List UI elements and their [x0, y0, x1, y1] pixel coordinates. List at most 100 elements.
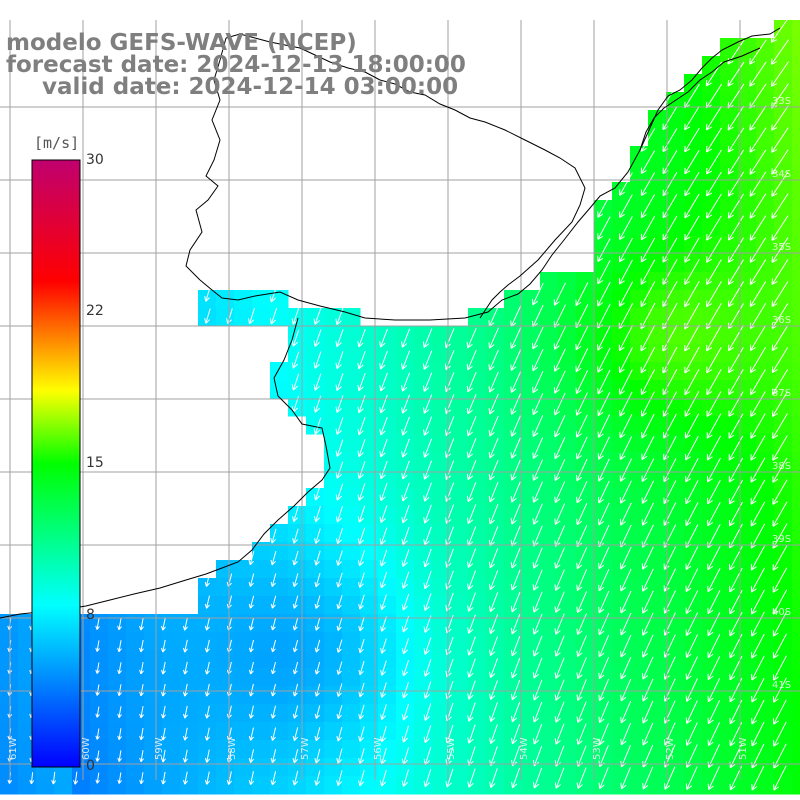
- field-cell: [612, 506, 631, 525]
- field-cell: [468, 740, 487, 759]
- wind-arrow: [270, 573, 277, 587]
- field-cell: [702, 128, 721, 147]
- field-cell: [234, 686, 253, 705]
- field-cell: [342, 668, 361, 687]
- wind-arrow: [554, 635, 565, 657]
- lon-label: 53W: [592, 737, 603, 760]
- field-cell: [522, 578, 541, 597]
- field-cell: [270, 758, 289, 777]
- wind-arrow: [576, 458, 588, 482]
- wind-arrow: [379, 769, 387, 787]
- wind-arrow: [248, 705, 254, 719]
- field-cell: [594, 200, 613, 219]
- wind-arrow: [292, 770, 299, 786]
- field-cell: [288, 344, 307, 363]
- field-cell: [594, 236, 613, 255]
- field-cell: [378, 506, 397, 525]
- field-cell: [666, 506, 685, 525]
- field-cell: [486, 560, 505, 579]
- field-cell: [108, 758, 127, 777]
- wind-arrow: [423, 416, 433, 436]
- field-cell: [774, 362, 793, 381]
- wind-arrow: [292, 727, 299, 741]
- field-cell: [198, 632, 217, 651]
- wind-arrow: [510, 657, 521, 679]
- wind-arrow: [750, 479, 766, 505]
- field-cell: [540, 632, 559, 651]
- field-cell: [774, 182, 793, 201]
- field-cell: [612, 686, 631, 705]
- field-cell: [756, 776, 775, 795]
- field-cell: [216, 578, 235, 597]
- field-cell: [648, 218, 667, 237]
- wind-arrow: [773, 721, 787, 747]
- wind-arrow: [771, 237, 789, 263]
- field-cell: [630, 722, 649, 741]
- field-cell: [684, 776, 703, 795]
- field-cell: [612, 344, 631, 363]
- lon-label: 61W: [8, 737, 19, 760]
- wind-arrow: [532, 657, 543, 679]
- wind-arrow: [640, 172, 656, 196]
- field-cell: [504, 344, 523, 363]
- wind-arrow: [684, 193, 700, 219]
- wind-arrow: [554, 547, 565, 569]
- wind-arrow: [707, 678, 721, 703]
- field-cell: [576, 740, 595, 759]
- field-cell: [144, 686, 163, 705]
- wind-arrow: [685, 722, 698, 746]
- field-cell: [270, 650, 289, 669]
- wind-arrow: [313, 351, 322, 369]
- wind-arrow: [750, 589, 765, 615]
- wind-arrow: [554, 503, 566, 525]
- field-cell: [774, 704, 793, 723]
- wind-arrow: [554, 481, 566, 503]
- wind-arrow: [532, 459, 544, 481]
- wind-arrow: [335, 439, 344, 457]
- field-cell: [324, 578, 343, 597]
- field-cell: [774, 272, 793, 291]
- wind-arrow: [488, 371, 499, 393]
- wind-arrow: [314, 705, 321, 719]
- field-cell: [450, 416, 469, 435]
- field-cell: [738, 524, 757, 543]
- field-cell: [630, 380, 649, 399]
- field-cell: [234, 632, 253, 651]
- field-cell: [630, 272, 649, 291]
- field-cell: [792, 92, 800, 111]
- wind-arrow: [684, 391, 700, 417]
- field-cell: [306, 398, 325, 417]
- wind-arrow: [269, 285, 278, 303]
- wind-arrow: [335, 307, 344, 326]
- field-cell: [666, 686, 685, 705]
- field-cell: [648, 254, 667, 273]
- field-cell: [126, 758, 145, 777]
- field-cell: [126, 668, 145, 687]
- wind-arrow: [423, 681, 432, 699]
- field-cell: [468, 344, 487, 363]
- field-cell: [432, 722, 451, 741]
- field-cell: [270, 560, 289, 579]
- wind-arrow: [707, 700, 721, 725]
- field-cell: [522, 308, 541, 327]
- field-cell: [576, 704, 595, 723]
- field-cell: [522, 632, 541, 651]
- field-cell: [198, 650, 217, 669]
- field-cell: [396, 722, 415, 741]
- wind-arrow: [553, 326, 566, 350]
- field-cell: [432, 524, 451, 543]
- field-cell: [684, 668, 703, 687]
- field-cell: [468, 452, 487, 471]
- wind-arrow: [401, 372, 411, 392]
- wind-arrow: [270, 705, 277, 719]
- field-cell: [576, 632, 595, 651]
- wind-arrow: [553, 282, 566, 306]
- wind-arrow: [423, 593, 432, 611]
- field-cell: [450, 452, 469, 471]
- field-cell: [738, 470, 757, 489]
- field-cell: [468, 560, 487, 579]
- wind-arrow: [554, 613, 565, 635]
- valid-date: valid date: 2024-12-14 03:00:00: [42, 74, 459, 100]
- field-cell: [792, 722, 800, 741]
- wind-arrow: [401, 438, 410, 458]
